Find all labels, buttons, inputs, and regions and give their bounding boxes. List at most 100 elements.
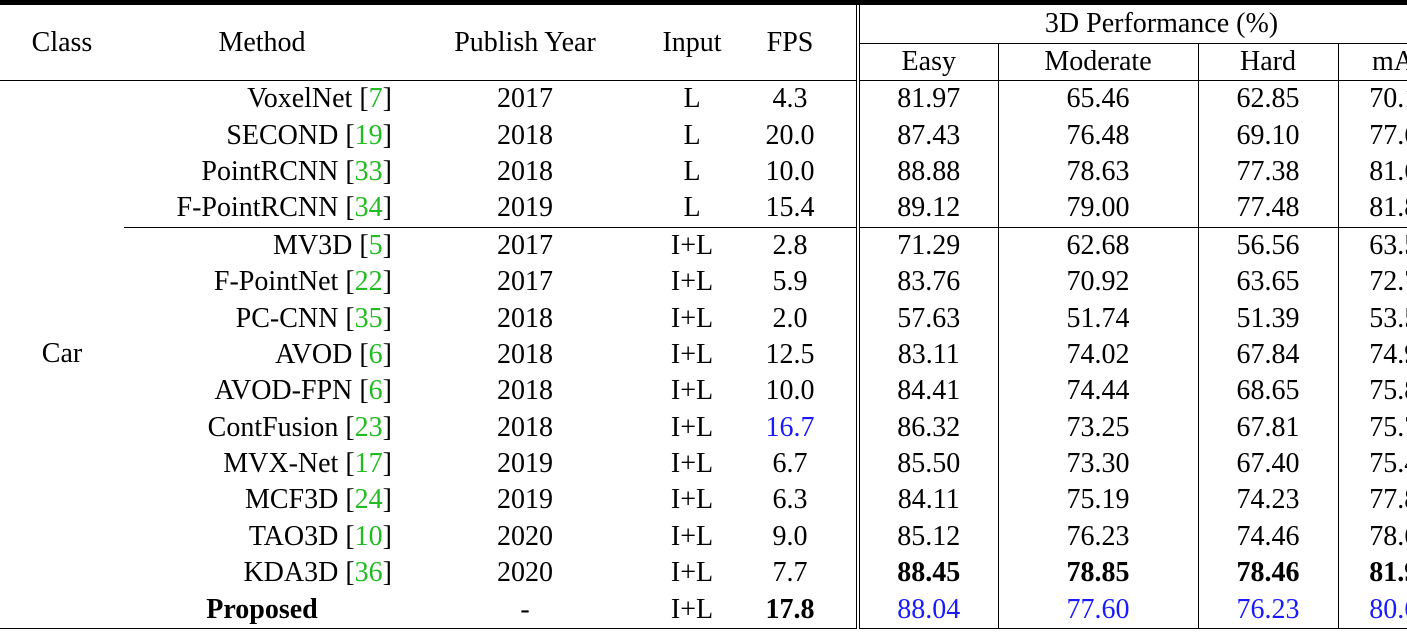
method-name: AVOD — [275, 338, 353, 370]
map-cell: 81.87 — [1337, 190, 1407, 228]
method-cell: SECOND [19] — [226, 119, 392, 151]
method-name: SECOND — [226, 119, 339, 151]
method-name: TAO3D — [248, 520, 339, 552]
table-row: PointRCNN [33] 2018 L 10.0 88.88 78.63 77.38 81… — [0, 153, 1407, 191]
citation-link[interactable]: 36 — [354, 557, 383, 589]
method-cell: TAO3D [10] — [248, 520, 392, 552]
fps-cell: 10.0 — [765, 375, 815, 407]
map-cell: 77.67 — [1337, 117, 1407, 154]
method-name: Proposed — [206, 593, 318, 625]
input-cell: I+L — [670, 338, 714, 370]
map-cell: 75.40 — [1337, 445, 1407, 483]
year-cell: - — [400, 591, 650, 629]
citation-link[interactable]: 6 — [368, 338, 383, 370]
input-cell: L — [683, 119, 701, 151]
method-name: MCF3D — [244, 484, 339, 516]
easy-cell: 86.32 — [856, 409, 998, 446]
moderate-cell: 70.92 — [997, 263, 1198, 301]
hard-cell: 56.56 — [1197, 226, 1338, 264]
map-cell: 75.83 — [1337, 373, 1407, 410]
easy-cell: 57.63 — [856, 300, 998, 337]
map-cell: 74.99 — [1337, 336, 1407, 374]
method-cell: F-PointRCNN [34] — [176, 192, 392, 224]
fps-cell: 5.9 — [772, 266, 808, 298]
citation-link[interactable]: 10 — [354, 520, 383, 552]
easy-cell: 88.04 — [856, 591, 998, 629]
method-cell: PC-CNN [35] — [235, 302, 392, 334]
method-cell: KDA3D [36] — [243, 557, 392, 589]
citation-link[interactable]: 23 — [354, 411, 383, 443]
fps-cell: 9.0 — [772, 520, 808, 552]
header-map: mAP — [1337, 43, 1407, 81]
fps-cell: 12.5 — [765, 338, 815, 370]
year-cell: 2017 — [400, 226, 650, 264]
fps-cell: 4.3 — [734, 80, 858, 118]
hard-cell: 77.48 — [1197, 190, 1338, 228]
citation-link[interactable]: 22 — [354, 266, 383, 298]
citation-link[interactable]: 17 — [354, 448, 383, 480]
table-row: PC-CNN [35] 2018 I+L 2.0 57.6351.7451.3953.5… — [0, 300, 1407, 337]
easy-cell: 84.41 — [856, 373, 998, 410]
moderate-cell: 76.48 — [997, 117, 1198, 154]
map-cell: 80.62 — [1337, 591, 1407, 629]
input-cell: I+L — [650, 591, 734, 629]
class-label: Car — [0, 80, 124, 629]
citation-link[interactable]: 19 — [354, 119, 383, 151]
header-row-1: Class Method Publish Year Input FPS 3D P… — [0, 0, 1407, 81]
year-cell: 2018 — [497, 375, 553, 407]
table-body: Car VoxelNet [7] 2017 L 4.3 81.97 65.46 62.85 70… — [0, 80, 1407, 629]
citation-link[interactable]: 24 — [354, 484, 383, 516]
year-cell: 2019 — [497, 484, 553, 516]
fps-cell: 6.3 — [772, 484, 808, 516]
citation-link[interactable]: 34 — [354, 192, 383, 224]
method-name: KDA3D — [243, 557, 339, 589]
year-cell: 2020 — [497, 520, 553, 552]
hard-cell: 68.65 — [1197, 373, 1338, 410]
hard-cell: 74.46 — [1197, 518, 1338, 556]
hard-cell: 76.23 — [1197, 591, 1338, 629]
hard-cell: 67.81 — [1197, 409, 1338, 446]
table-row: Car VoxelNet [7] 2017 L 4.3 81.97 65.46 62.85 70… — [0, 80, 1407, 629]
fps-cell: 2.0 — [772, 302, 808, 334]
moderate-cell: 77.60 — [997, 591, 1198, 629]
year-cell: 2019 — [497, 448, 553, 480]
easy-cell: 83.11 — [856, 336, 998, 374]
input-cell: I+L — [670, 448, 714, 480]
year-cell: 2018 — [497, 302, 553, 334]
header-class: Class — [0, 0, 124, 81]
input-cell: I+L — [670, 302, 714, 334]
hard-cell: 77.38 — [1197, 153, 1338, 191]
method-cell: MV3D [5] — [124, 226, 400, 264]
input-cell: I+L — [670, 520, 714, 552]
map-cell: 81.92 — [1337, 555, 1407, 592]
citation-link[interactable]: 7 — [368, 83, 383, 115]
citation-link[interactable]: 33 — [354, 155, 383, 187]
table-row: F-PointNet [22] 2017 I+L 5.9 83.76 70.92 63.65… — [0, 263, 1407, 301]
citation-link[interactable]: 5 — [368, 229, 383, 261]
citation-link[interactable]: 6 — [368, 375, 383, 407]
fps-cell: 6.7 — [772, 448, 808, 480]
method-cell: VoxelNet [7] — [124, 80, 400, 118]
input-cell: I+L — [670, 375, 714, 407]
year-cell: 2019 — [497, 192, 553, 224]
hard-cell: 63.65 — [1197, 263, 1338, 301]
hard-cell: 67.84 — [1197, 336, 1338, 374]
citation-link[interactable]: 35 — [354, 302, 383, 334]
fps-cell: 16.7 — [765, 411, 815, 443]
hard-cell: 69.10 — [1197, 117, 1338, 154]
input-cell: I+L — [670, 557, 714, 589]
fps-cell: 2.8 — [734, 226, 858, 264]
header-input: Input — [650, 0, 734, 81]
easy-cell: 87.43 — [856, 117, 998, 154]
header-hard: Hard — [1197, 43, 1338, 81]
header-3d-performance: 3D Performance (%) — [855, 0, 1407, 44]
fps-cell: 15.4 — [765, 192, 815, 224]
moderate-cell: 79.00 — [997, 190, 1198, 228]
input-cell: I+L — [670, 266, 714, 298]
